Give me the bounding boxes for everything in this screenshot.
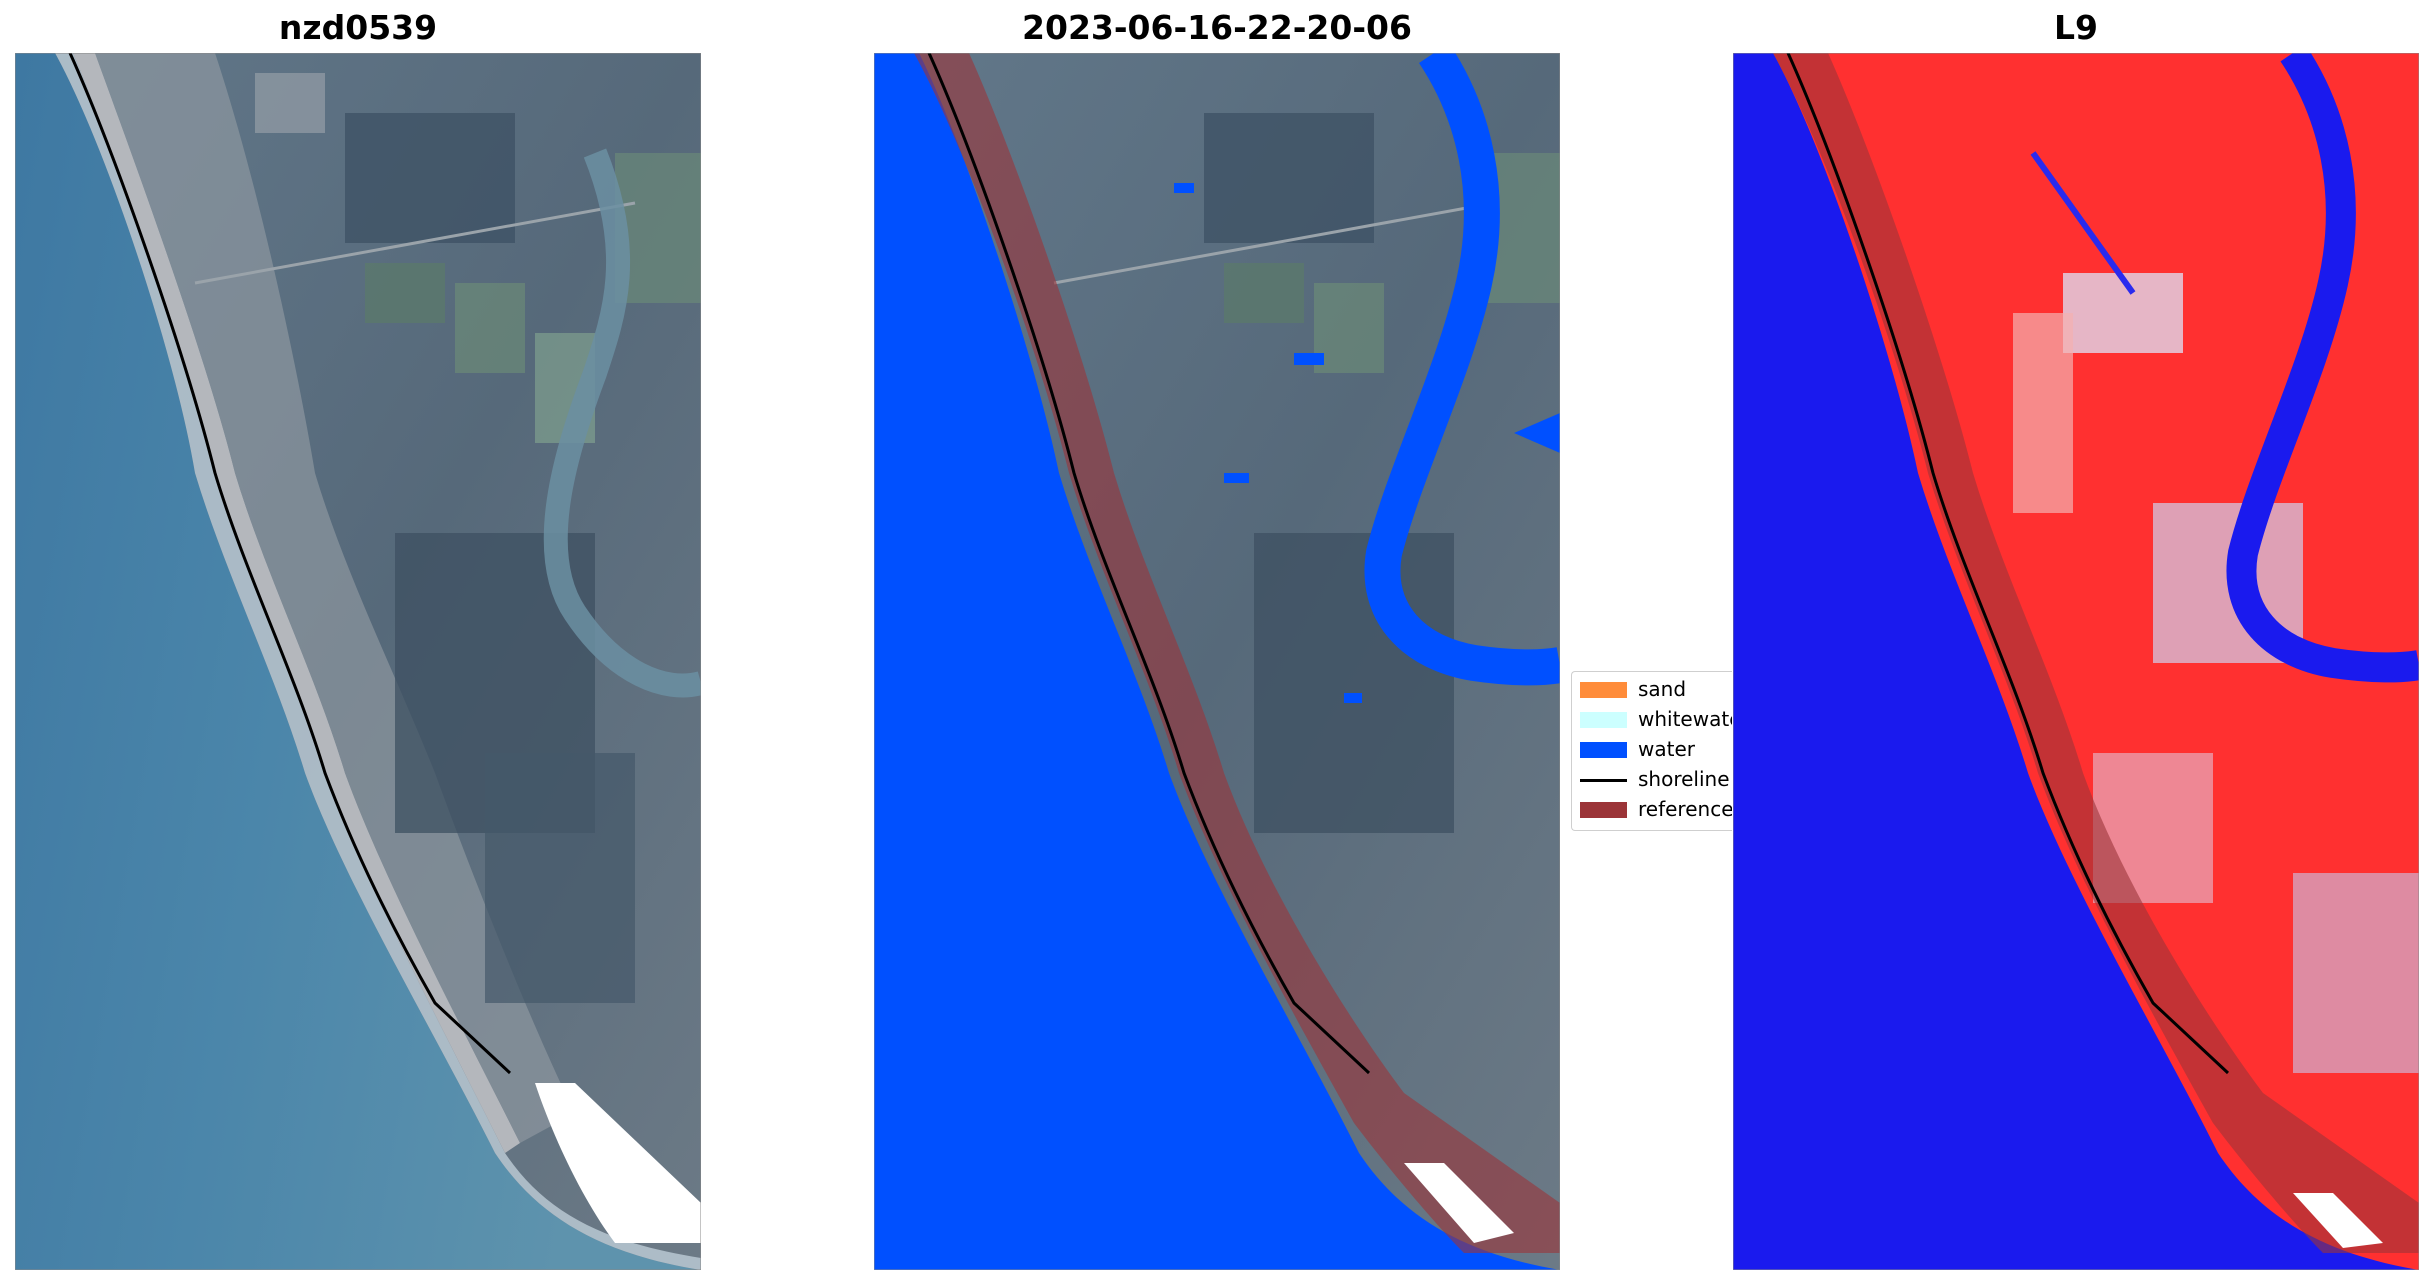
legend-label: sand [1638, 677, 1687, 701]
legend-line-shoreline [1580, 779, 1627, 782]
legend-item-sand: sand [1572, 675, 1732, 705]
legend-swatch-whitewater [1580, 712, 1627, 728]
rgb-image-panel [15, 53, 701, 1270]
legend-label: reference shoreline buffer [1638, 797, 1732, 821]
legend-item-whitewater: whitewater [1572, 705, 1732, 735]
panel-title-classified: 2023-06-16-22-20-06 [1022, 8, 1412, 47]
legend-label: shoreline [1638, 767, 1730, 791]
shoreline-line [1786, 53, 2230, 1075]
legend-swatch-water [1580, 742, 1627, 758]
legend-swatch-sand [1580, 682, 1627, 698]
classified-image-panel [874, 53, 1560, 1270]
panel-title-rgb: nzd0539 [278, 8, 438, 47]
legend: sand whitewater water shoreline referenc… [1571, 671, 1732, 831]
legend-item-reference-buffer: reference shoreline buffer [1572, 795, 1732, 825]
legend-label: whitewater [1638, 707, 1732, 731]
index-image-panel [1733, 53, 2419, 1270]
shoreline-line [68, 53, 512, 1075]
legend-label: water [1638, 737, 1695, 761]
panel-title-index: L9 [2054, 8, 2098, 47]
shoreline-line [927, 53, 1371, 1075]
legend-swatch-reference-buffer [1580, 802, 1627, 818]
legend-item-water: water [1572, 735, 1732, 765]
legend-item-shoreline: shoreline [1572, 765, 1732, 795]
